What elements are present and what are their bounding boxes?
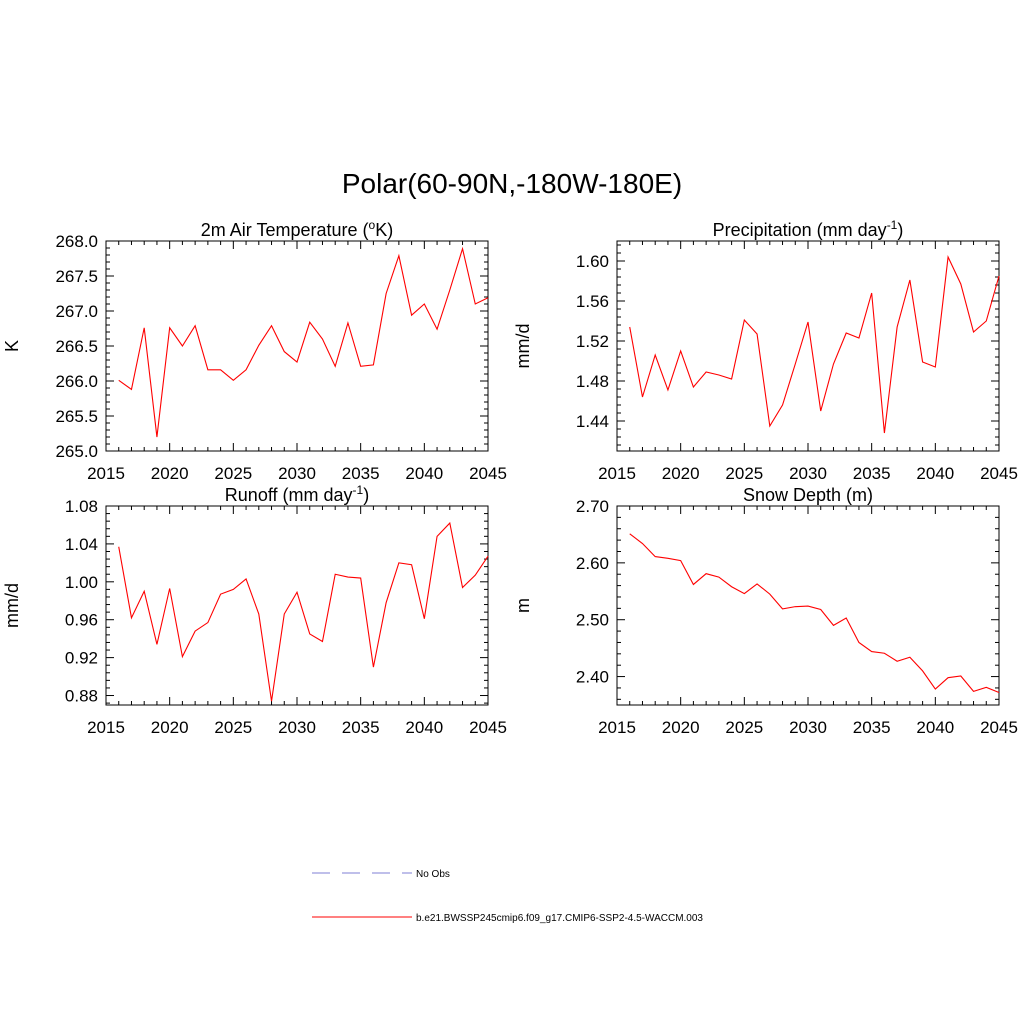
y-tick-label: 1.04 — [65, 535, 98, 554]
panel-title-main: Runoff (mm day — [225, 485, 353, 505]
panel-title-end: ) — [897, 220, 903, 240]
panel-title-main: Precipitation (mm day — [713, 220, 887, 240]
x-tick-label: 2045 — [980, 718, 1018, 737]
x-tick-label: 2025 — [214, 718, 252, 737]
y-tick-label: 1.48 — [576, 372, 609, 391]
x-tick-label: 2015 — [87, 464, 125, 483]
legend-no-obs-label: No Obs — [416, 869, 450, 880]
x-tick-label: 2030 — [278, 464, 316, 483]
x-tick-label: 2025 — [725, 718, 763, 737]
x-tick-label: 2020 — [662, 718, 700, 737]
panel-runoff: 2015 2020 2025 2030 2035 2040 2045 0.88 0.92 0.96… — [2, 483, 507, 737]
panel-title-superscript: o — [369, 218, 376, 232]
y-tick-label: 1.60 — [576, 252, 609, 271]
panel-title: Runoff (mm day-1) — [225, 483, 369, 505]
y-tick-label: 268.0 — [55, 232, 98, 251]
x-tick-label: 2045 — [980, 464, 1018, 483]
y-tick-label: 2.70 — [576, 497, 609, 516]
y-tick-label: 2.60 — [576, 554, 609, 573]
x-tick-label: 2040 — [405, 464, 443, 483]
y-tick-label: 267.0 — [55, 302, 98, 321]
panel-title-superscript: -1 — [887, 218, 898, 232]
panel-title: Snow Depth (m) — [743, 485, 873, 505]
plot-frame — [616, 240, 1000, 452]
y-tick-label: 1.56 — [576, 292, 609, 311]
x-tick-label: 2035 — [342, 718, 380, 737]
x-tick-label: 2035 — [342, 464, 380, 483]
x-tick-label: 2020 — [662, 464, 700, 483]
x-tick-label: 2030 — [789, 464, 827, 483]
x-tick-label: 2020 — [151, 718, 189, 737]
plot-frame — [105, 505, 489, 706]
y-tick-label: 1.52 — [576, 332, 609, 351]
panel-title: 2m Air Temperature (oK) — [201, 218, 393, 240]
panel-title-end: ) — [363, 485, 369, 505]
panel-title-end: K) — [375, 220, 393, 240]
x-tick-label: 2035 — [853, 464, 891, 483]
y-tick-label: 267.5 — [55, 267, 98, 286]
panel-title: Precipitation (mm day-1) — [713, 218, 904, 240]
x-tick-label: 2025 — [214, 464, 252, 483]
y-tick-label: 2.50 — [576, 611, 609, 630]
x-tick-label: 2025 — [725, 464, 763, 483]
y-tick-label: 265.0 — [55, 442, 98, 461]
x-tick-label: 2040 — [916, 464, 954, 483]
y-axis-label: K — [2, 340, 22, 352]
x-tick-label: 2015 — [598, 464, 636, 483]
panels-group: 2015 2020 2025 2030 2035 2040 2045 265.0 265.5 26… — [2, 218, 1018, 737]
y-axis-label: mm/d — [513, 324, 533, 369]
x-tick-label: 2015 — [598, 718, 636, 737]
series-line-precipitation — [629, 255, 1000, 434]
figure-title: Polar(60-90N,-180W-180E) — [341, 168, 683, 199]
x-tick-label: 2035 — [853, 718, 891, 737]
y-axis-label: mm/d — [2, 583, 22, 628]
series-line-temperature — [118, 246, 489, 438]
x-tick-label: 2040 — [916, 718, 954, 737]
panel-title-main: 2m Air Temperature ( — [201, 220, 369, 240]
panel-title-main: Snow Depth (m) — [743, 485, 873, 505]
x-tick-label: 2030 — [789, 718, 827, 737]
series-line-snow-depth — [629, 533, 1000, 694]
plot-frame — [105, 240, 489, 452]
plot-frame — [616, 505, 1000, 706]
panel-precipitation: 2015 2020 2025 2030 2035 2040 2045 1.44 1.48 1.52… — [513, 218, 1018, 483]
x-tick-label: 2045 — [469, 718, 507, 737]
y-tick-label: 0.96 — [65, 611, 98, 630]
y-axis-label: m — [513, 598, 533, 613]
series-line-runoff — [118, 521, 489, 702]
y-tick-label: 1.08 — [65, 497, 98, 516]
x-tick-label: 2045 — [469, 464, 507, 483]
x-tick-label: 2020 — [151, 464, 189, 483]
x-tick-label: 2030 — [278, 718, 316, 737]
y-tick-label: 266.0 — [55, 372, 98, 391]
panel-temperature: 2015 2020 2025 2030 2035 2040 2045 265.0 265.5 26… — [2, 218, 507, 483]
y-tick-label: 1.44 — [576, 412, 609, 431]
y-tick-label: 2.40 — [576, 668, 609, 687]
legend: No Obs b.e21.BWSSP245cmip6.f09_g17.CMIP6… — [312, 869, 703, 924]
x-tick-label: 2015 — [87, 718, 125, 737]
x-tick-label: 2040 — [405, 718, 443, 737]
y-tick-label: 0.92 — [65, 649, 98, 668]
y-tick-label: 265.5 — [55, 407, 98, 426]
panel-title-superscript: -1 — [353, 483, 364, 497]
y-tick-label: 1.00 — [65, 573, 98, 592]
y-tick-label: 0.88 — [65, 687, 98, 706]
y-tick-label: 266.5 — [55, 337, 98, 356]
panel-snow-depth: 2015 2020 2025 2030 2035 2040 2045 2.40 2.50 2.60… — [513, 485, 1018, 737]
legend-model-label: b.e21.BWSSP245cmip6.f09_g17.CMIP6-SSP2-4… — [416, 913, 703, 924]
